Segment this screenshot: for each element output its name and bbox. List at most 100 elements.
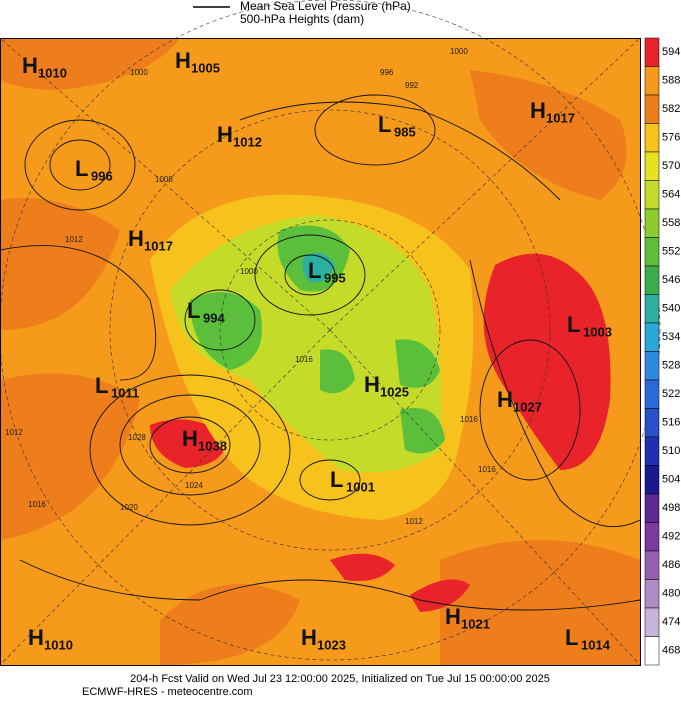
footer-valid: 204-h Fcst Valid on Wed Jul 23 12:00:00 … bbox=[130, 673, 550, 685]
contour-label: 996 bbox=[380, 68, 394, 77]
colorbar-band bbox=[644, 123, 660, 153]
colorbar-tick-label: 474 bbox=[662, 616, 680, 628]
colorbar-band bbox=[644, 322, 660, 352]
colorbar-tick-label: 564 bbox=[662, 189, 680, 201]
pressure-center-value: 1012 bbox=[233, 134, 262, 149]
pressure-center-value: 1005 bbox=[191, 60, 220, 75]
pressure-center-value: 994 bbox=[203, 310, 225, 325]
colorbar-tick-label: 468 bbox=[662, 645, 680, 657]
pressure-center-value: 1023 bbox=[317, 637, 346, 652]
colorbar-band bbox=[644, 265, 660, 295]
colorbar-band bbox=[644, 237, 660, 267]
isobars bbox=[0, 94, 641, 611]
colorbar-band bbox=[644, 579, 660, 609]
pressure-center-value: 1010 bbox=[38, 65, 67, 80]
contour-label: 992 bbox=[405, 81, 419, 90]
colorbar-band bbox=[644, 66, 660, 96]
pressure-center-kind: H bbox=[530, 98, 546, 123]
pressure-center-value: 1038 bbox=[198, 438, 227, 453]
colorbar-tick-label: 510 bbox=[662, 445, 680, 457]
light-green-region bbox=[170, 215, 442, 473]
pressure-center-value: 1025 bbox=[380, 384, 409, 399]
colorbar-tick-label: 492 bbox=[662, 531, 680, 543]
map bbox=[0, 0, 661, 666]
pressure-center-kind: H bbox=[364, 372, 380, 397]
colorbar-tick-label: 522 bbox=[662, 388, 680, 400]
contour-label: 1012 bbox=[5, 428, 23, 437]
pressure-center-value: 985 bbox=[394, 124, 416, 139]
footer-source: ECMWF-HRES - meteocentre.com bbox=[82, 686, 253, 698]
colorbar-band bbox=[644, 180, 660, 210]
colorbar-tick-label: 558 bbox=[662, 217, 680, 229]
colorbar-tick-label: 588 bbox=[662, 75, 680, 87]
graticule bbox=[0, 0, 661, 666]
pressure-center-kind: L bbox=[565, 625, 578, 650]
pressure-center-kind: H bbox=[175, 48, 191, 73]
pressure-center-kind: L bbox=[308, 258, 321, 283]
pressure-center-kind: L bbox=[75, 156, 88, 181]
pressure-center-value: 1014 bbox=[581, 637, 611, 652]
pressure-center-value: 1010 bbox=[44, 637, 73, 652]
colorbar-band bbox=[644, 436, 660, 466]
colorbar-tick-label: 582 bbox=[662, 103, 680, 115]
pressure-center-kind: L bbox=[95, 373, 108, 398]
colorbar-band bbox=[644, 636, 660, 666]
colorbar-band bbox=[644, 465, 660, 495]
contour-label: 1024 bbox=[185, 481, 203, 490]
colorbar-band bbox=[644, 379, 660, 409]
colorbar-band bbox=[644, 151, 660, 181]
contour-label: 1028 bbox=[128, 433, 146, 442]
contour-label: 1020 bbox=[120, 503, 138, 512]
pressure-center-value: 996 bbox=[91, 168, 113, 183]
colorbar-tick-label: 576 bbox=[662, 132, 680, 144]
colorbar-tick-label: 546 bbox=[662, 274, 680, 286]
pressure-center-kind: H bbox=[128, 226, 144, 251]
colorbar-tick-label: 552 bbox=[662, 246, 680, 258]
contour-label: 1016 bbox=[478, 465, 496, 474]
pressure-center-kind: L bbox=[567, 312, 580, 337]
colorbar-tick-label: 516 bbox=[662, 417, 680, 429]
colorbar-band bbox=[644, 493, 660, 523]
pressure-center-kind: L bbox=[330, 467, 343, 492]
colorbar-band bbox=[644, 94, 660, 124]
contour-label: 1016 bbox=[460, 415, 478, 424]
map-frame bbox=[0, 38, 641, 666]
colorbar-tick-label: 498 bbox=[662, 502, 680, 514]
pressure-center-value: 1003 bbox=[583, 324, 612, 339]
pressure-center-kind: L bbox=[187, 298, 200, 323]
colorbar-band bbox=[644, 294, 660, 324]
contour-label: 1000 bbox=[450, 47, 468, 56]
pressure-center-kind: L bbox=[378, 112, 391, 137]
legend-heights: 500-hPa Heights (dam) bbox=[240, 12, 364, 26]
contour-label: 1016 bbox=[28, 500, 46, 509]
pressure-center-kind: H bbox=[301, 625, 317, 650]
colorbar-band bbox=[644, 351, 660, 381]
pressure-center-value: 1021 bbox=[461, 616, 490, 631]
pressure-center-kind: H bbox=[28, 625, 44, 650]
colorbar-tick-label: 528 bbox=[662, 360, 680, 372]
colorbar-tick-label: 534 bbox=[662, 331, 680, 343]
pressure-center-kind: H bbox=[182, 426, 198, 451]
pressure-center-value: 995 bbox=[324, 270, 346, 285]
red-region bbox=[150, 253, 611, 613]
colorbar-tick-label: 570 bbox=[662, 160, 680, 172]
colorbar-band bbox=[644, 550, 660, 580]
pressure-center-value: 1011 bbox=[111, 385, 139, 400]
contour-label: 1012 bbox=[405, 517, 423, 526]
pressure-center-kind: H bbox=[22, 53, 38, 78]
colorbar-tick-label: 486 bbox=[662, 559, 680, 571]
contour-label: 1008 bbox=[155, 175, 173, 184]
colorbar-tick-label: 594 bbox=[662, 46, 680, 58]
pressure-center-value: 1027 bbox=[513, 399, 542, 414]
colorbar-band bbox=[644, 37, 660, 67]
contour-label: 1016 bbox=[295, 355, 313, 364]
colorbar-tick-label: 504 bbox=[662, 474, 680, 486]
colorbar-band bbox=[644, 208, 660, 238]
pressure-center-kind: H bbox=[217, 122, 233, 147]
pressure-center-value: 1001 bbox=[346, 479, 375, 494]
colorbar-band bbox=[644, 408, 660, 438]
contour-label: 1012 bbox=[65, 235, 83, 244]
contour-label: 1000 bbox=[240, 267, 258, 276]
colorbar-band bbox=[644, 607, 660, 637]
